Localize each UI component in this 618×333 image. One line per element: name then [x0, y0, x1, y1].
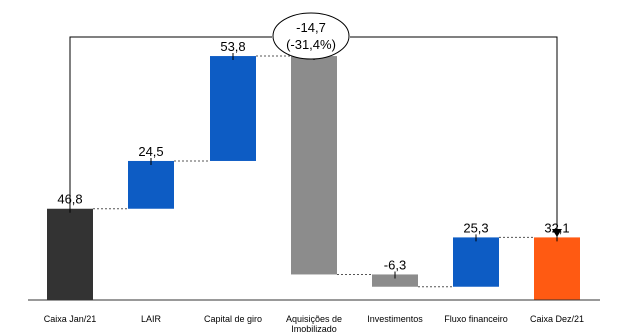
- bracket-arrowhead-icon: [552, 229, 562, 237]
- category-label-5: Investimentos: [367, 314, 423, 324]
- value-label-6: 25,3: [463, 220, 488, 235]
- change-bubble: [272, 12, 350, 60]
- bar-1: [47, 208, 93, 300]
- change-percent: (-31,4%): [286, 37, 336, 52]
- category-label-4: Aquisições de Imobilizado: [286, 314, 342, 333]
- bar-2: [128, 160, 174, 209]
- bar-3: [210, 56, 256, 161]
- change-absolute: -14,7: [296, 20, 326, 35]
- category-label-3: Capital de giro: [204, 314, 262, 324]
- category-label-7: Caixa Dez/21: [530, 314, 584, 324]
- connector-lines: [93, 55, 534, 288]
- bar-4: [291, 56, 337, 275]
- bracket-right-line: [350, 36, 558, 231]
- value-label-5: -6,3: [384, 257, 406, 272]
- category-label-2: LAIR: [141, 314, 162, 324]
- category-label-1: Caixa Jan/21: [44, 314, 97, 324]
- bar-6: [453, 237, 499, 287]
- bar-7: [534, 237, 580, 300]
- category-labels-group: Caixa Jan/21 LAIR Capital de giro Aquisiçõe…: [44, 314, 584, 333]
- category-label-6: Fluxo financeiro: [444, 314, 508, 324]
- change-annotation: -14,7 (-31,4%): [69, 12, 562, 237]
- bar-5: [372, 274, 418, 287]
- bracket-left-line: [69, 36, 272, 212]
- bars-group: [47, 56, 580, 300]
- value-label-3: 53,8: [220, 39, 245, 54]
- value-label-2: 24,5: [138, 144, 163, 159]
